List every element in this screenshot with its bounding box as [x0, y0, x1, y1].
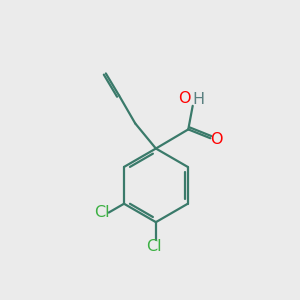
Text: O: O: [211, 132, 223, 147]
Text: H: H: [192, 92, 204, 107]
Text: Cl: Cl: [147, 239, 162, 254]
Text: Cl: Cl: [94, 205, 110, 220]
Text: O: O: [178, 91, 191, 106]
